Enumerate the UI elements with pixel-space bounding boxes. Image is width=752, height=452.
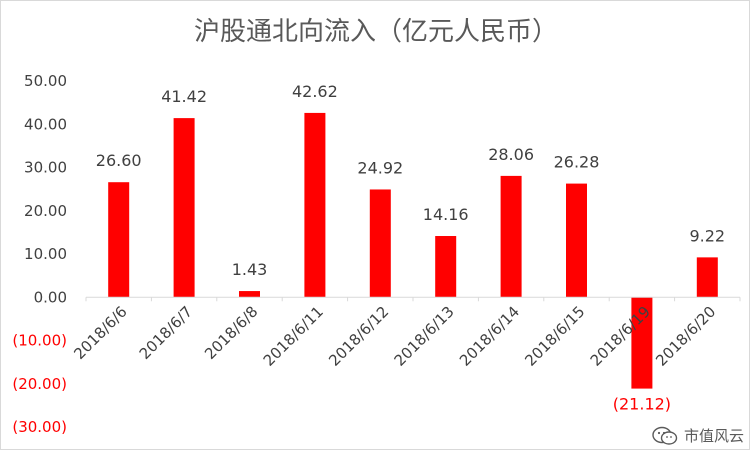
x-tick-label: 2018/6/14 — [456, 303, 523, 370]
x-axis-ticks: 2018/6/6 2018/6/7 2018/6/82018/6/112018/6/… — [70, 303, 719, 370]
y-tick-label: 0.00 — [34, 288, 67, 306]
x-tick-label: 2018/6/13 — [391, 303, 458, 370]
bar — [566, 183, 587, 298]
x-tick-label: 2018/6/7 — [136, 303, 196, 363]
bar — [173, 118, 195, 298]
y-tick-label: 40.00 — [24, 115, 67, 133]
bar — [435, 236, 457, 298]
x-tick-label: 2018/6/12 — [325, 303, 392, 370]
y-tick-label: 30.00 — [24, 159, 67, 177]
data-label: 26.28 — [554, 153, 600, 172]
y-tick-label: 10.00 — [24, 245, 67, 263]
x-tick-label: 2018/6/20 — [652, 303, 719, 370]
bar — [696, 257, 718, 298]
y-tick-label: 20.00 — [24, 202, 67, 220]
data-label: (21.12) — [613, 395, 671, 414]
data-label: 9.22 — [689, 226, 725, 245]
data-label: 14.16 — [423, 205, 469, 224]
x-tick-label: 2018/6/15 — [521, 303, 588, 370]
data-label: 41.42 — [161, 87, 207, 106]
data-label: 24.92 — [357, 158, 403, 177]
chart-title: 沪股通北向流入（亿元人民币） — [194, 17, 558, 47]
bars — [108, 112, 718, 389]
bar — [369, 189, 391, 298]
bar — [631, 297, 653, 389]
x-tick-label: 2018/6/8 — [201, 303, 261, 363]
bar — [500, 175, 522, 298]
bar — [239, 291, 260, 298]
bar — [304, 112, 326, 298]
y-tick-label: (30.00) — [12, 418, 67, 436]
watermark-text: 市值风云 — [683, 427, 744, 445]
x-tick-label: 2018/6/11 — [260, 303, 327, 370]
y-tick-label: (10.00) — [12, 332, 67, 350]
y-tick-label: (20.00) — [12, 375, 67, 393]
y-axis-ticks: 50.00 40.00 30.00 20.00 10.00 0.00 (10.00) (20.… — [12, 72, 67, 436]
bar — [108, 182, 130, 298]
data-label: 1.43 — [232, 260, 268, 279]
y-tick-label: 50.00 — [24, 72, 67, 90]
x-tick-label: 2018/6/6 — [70, 303, 130, 363]
wechat-icon — [652, 426, 678, 445]
data-labels: 26.60 41.42 1.43 42.62 24.92 14.16 28.06 26.28 (… — [96, 82, 725, 414]
data-label: 42.62 — [292, 82, 338, 101]
data-label: 28.06 — [488, 145, 534, 164]
data-label: 26.60 — [96, 151, 142, 170]
watermark: 市值风云 — [652, 425, 744, 446]
